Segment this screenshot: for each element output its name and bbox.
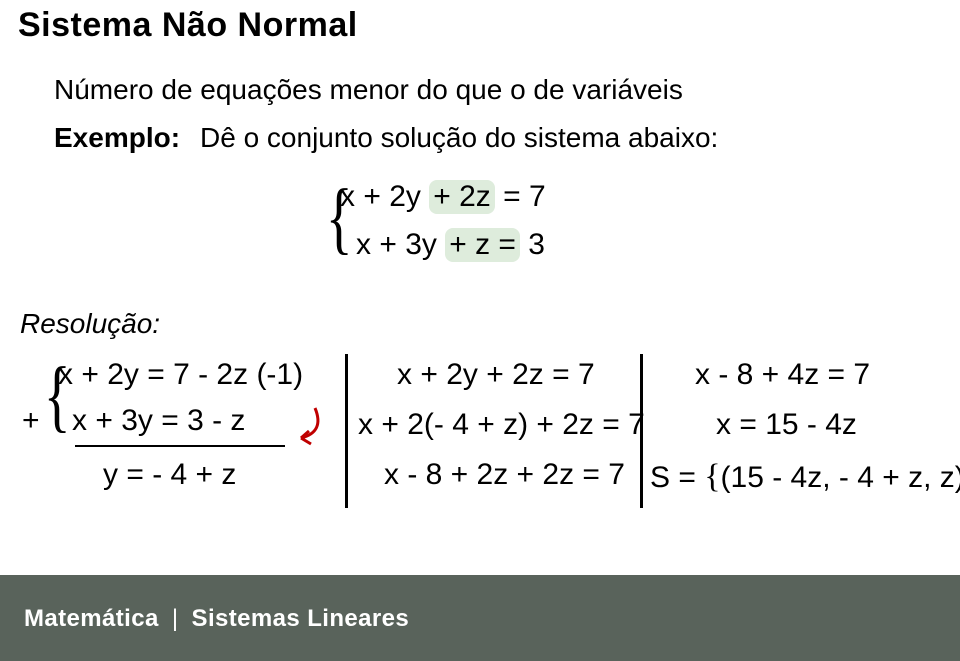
footer-right: Sistemas Lineares	[192, 605, 410, 632]
left-eq-1-body: x + 2y = 7 - 2z	[58, 358, 248, 391]
sys1-part-c: = 7	[503, 180, 546, 213]
divider-1	[345, 354, 348, 508]
footer-text: Matemática | Sistemas Lineares	[24, 605, 409, 633]
left-eq-2: x + 3y = 3 - z	[72, 404, 245, 438]
sys1-highlight: + 2z	[429, 180, 495, 214]
system-eq-2: x + 3y + z = 3	[356, 228, 545, 262]
example-text: Dê o conjunto solução do sistema abaixo:	[200, 122, 718, 154]
sum-underline	[75, 445, 285, 447]
system-eq-1: x + 2y + 2z = 7	[340, 180, 546, 214]
footer-left: Matemática	[24, 605, 159, 632]
return-arrow-icon	[285, 404, 327, 448]
mid-eq-1: x + 2y + 2z = 7	[397, 358, 595, 392]
solution-set: S = {(15 - 4z, - 4 + z, z)}	[650, 458, 960, 496]
sys2-part-c: 3	[528, 228, 545, 261]
solution-prefix: S =	[650, 461, 704, 494]
mid-eq-2: x + 2(- 4 + z) + 2z = 7	[358, 408, 645, 442]
left-eq-1-paren: (-1)	[256, 358, 303, 391]
footer-bar: Matemática | Sistemas Lineares	[0, 575, 960, 661]
plus-icon: +	[22, 404, 40, 438]
resolution-label: Resolução:	[20, 308, 160, 340]
slide-root: Sistema Não Normal Número de equações me…	[0, 0, 960, 661]
right-eq-2: x = 15 - 4z	[716, 408, 857, 442]
page-title: Sistema Não Normal	[18, 6, 358, 45]
open-setbrace-icon: {	[704, 458, 720, 495]
example-label: Exemplo:	[54, 122, 180, 154]
left-result: y = - 4 + z	[103, 458, 236, 492]
sys2-part-a: x + 3y	[356, 228, 437, 261]
mid-eq-3: x - 8 + 2z + 2z = 7	[384, 458, 625, 492]
right-eq-1: x - 8 + 4z = 7	[695, 358, 870, 392]
footer-separator: |	[166, 605, 185, 632]
sys1-part-a: x + 2y	[340, 180, 421, 213]
left-eq-1: x + 2y = 7 - 2z (-1)	[58, 358, 303, 392]
sys2-highlight: + z =	[445, 228, 520, 262]
solution-tuple: (15 - 4z, - 4 + z, z)	[721, 461, 960, 494]
subtitle: Número de equações menor do que o de var…	[54, 74, 683, 106]
